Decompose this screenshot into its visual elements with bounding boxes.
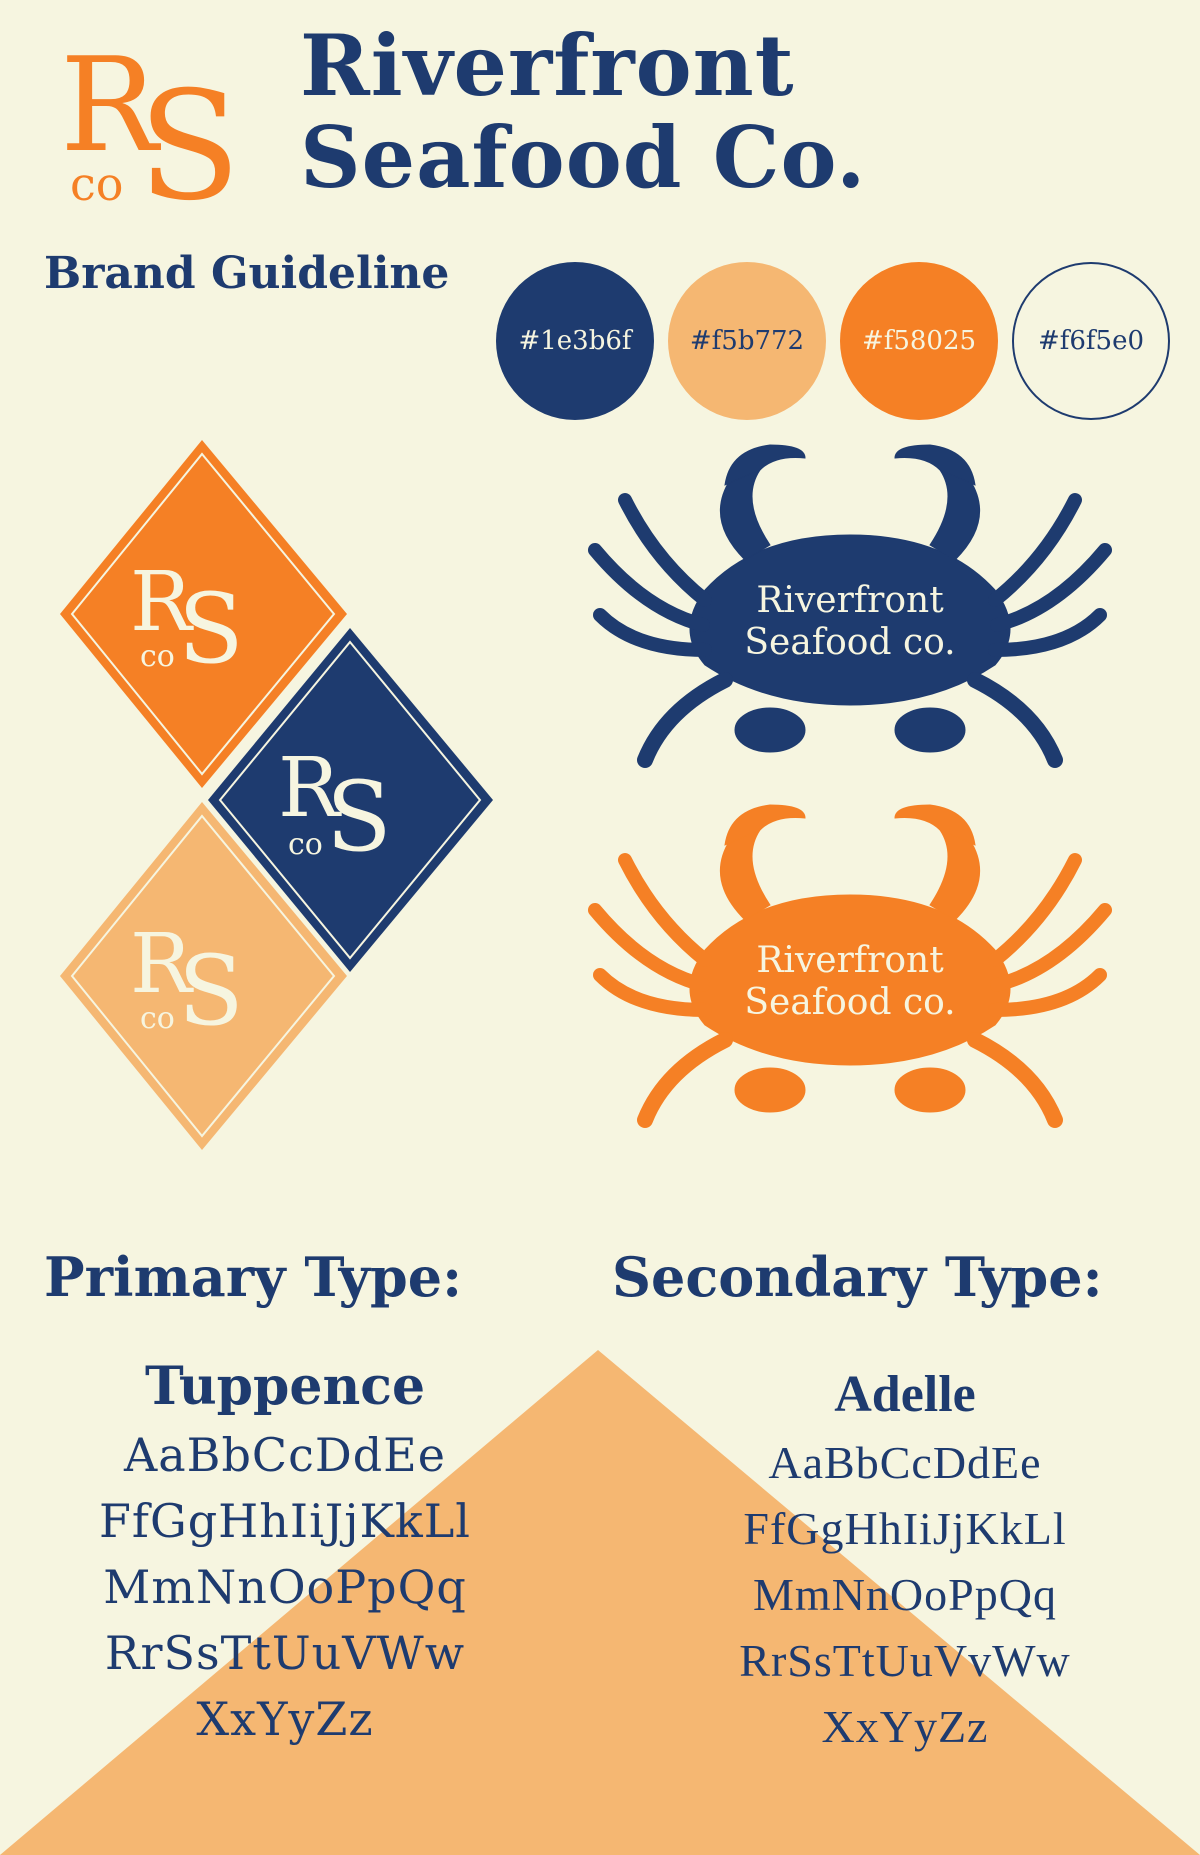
diamond-badges: R S co R S co R S co [60, 440, 493, 1150]
primary-type-heading: Primary Type: [44, 1245, 462, 1309]
crab-logo-text-line2: Seafood co. [744, 622, 955, 663]
color-swatch-label: #f58025 [861, 326, 977, 356]
crab-logo-text-line1: Riverfront [756, 580, 944, 621]
svg-text:co: co [140, 639, 175, 674]
svg-text:co: co [70, 157, 123, 211]
crab-logo-text-line1: Riverfront [756, 940, 944, 981]
color-swatch: #f6f5e0 [1012, 262, 1170, 420]
svg-text:R: R [60, 30, 161, 181]
primary-specimen-line: FfGgHhIiJjKkLl [99, 1494, 471, 1548]
brand-title: Riverfront Seafood Co. [300, 20, 1180, 204]
secondary-specimen-line: MmNnOoPpQq [753, 1569, 1057, 1620]
secondary-specimen-line: RrSsTtUuVvWw [739, 1635, 1071, 1686]
primary-specimen-line: XxYyZz [196, 1692, 374, 1746]
svg-text:S: S [178, 935, 244, 1047]
svg-text:co: co [140, 1001, 175, 1036]
monogram-logo-icon: R S co [60, 30, 241, 220]
color-swatch-label: #f6f5e0 [1037, 326, 1145, 356]
brand-title-line2: Seafood Co. [300, 108, 867, 207]
crab-icon [588, 444, 1112, 768]
secondary-specimen-line: AaBbCcDdEe [768, 1437, 1042, 1488]
svg-text:R: R [278, 741, 342, 836]
color-swatch: #f58025 [840, 262, 998, 420]
crab-logo-text-line2: Seafood co. [744, 982, 955, 1023]
color-swatch: #1e3b6f [496, 262, 654, 420]
primary-type-specimen: Tuppence AaBbCcDdEe FfGgHhIiJjKkLl MmNnO… [40, 1352, 530, 1752]
diamond-badge-navy: R S co [208, 628, 493, 972]
primary-specimen-line: MmNnOoPpQq [103, 1560, 467, 1614]
svg-text:S: S [138, 60, 241, 220]
secondary-type-specimen: Adelle AaBbCcDdEe FfGgHhIiJjKkLl MmNnOoP… [655, 1360, 1155, 1760]
secondary-specimen-line: FfGgHhIiJjKkLl [743, 1503, 1067, 1554]
color-swatch-label: #1e3b6f [518, 326, 632, 356]
svg-text:R: R [130, 917, 194, 1012]
crab-icon [588, 804, 1112, 1128]
svg-text:S: S [178, 573, 244, 685]
primary-font-name: Tuppence [144, 1356, 426, 1417]
secondary-font-name: Adelle [834, 1366, 976, 1423]
secondary-specimen-line: XxYyZz [821, 1701, 989, 1752]
diamond-badge-light-orange: R S co [60, 802, 347, 1150]
svg-text:S: S [326, 761, 392, 873]
page-subtitle: Brand Guideline [44, 248, 450, 299]
primary-specimen-line: AaBbCcDdEe [124, 1428, 446, 1482]
svg-text:R: R [130, 555, 194, 650]
brand-title-line1: Riverfront [300, 16, 795, 115]
secondary-type-heading: Secondary Type: [612, 1245, 1103, 1309]
color-swatch: #f5b772 [668, 262, 826, 420]
svg-text:co: co [288, 827, 323, 862]
color-swatch-label: #f5b772 [689, 326, 805, 356]
diamond-badge-orange: R S co [60, 440, 347, 788]
primary-specimen-line: RrSsTtUuVWw [104, 1626, 466, 1680]
